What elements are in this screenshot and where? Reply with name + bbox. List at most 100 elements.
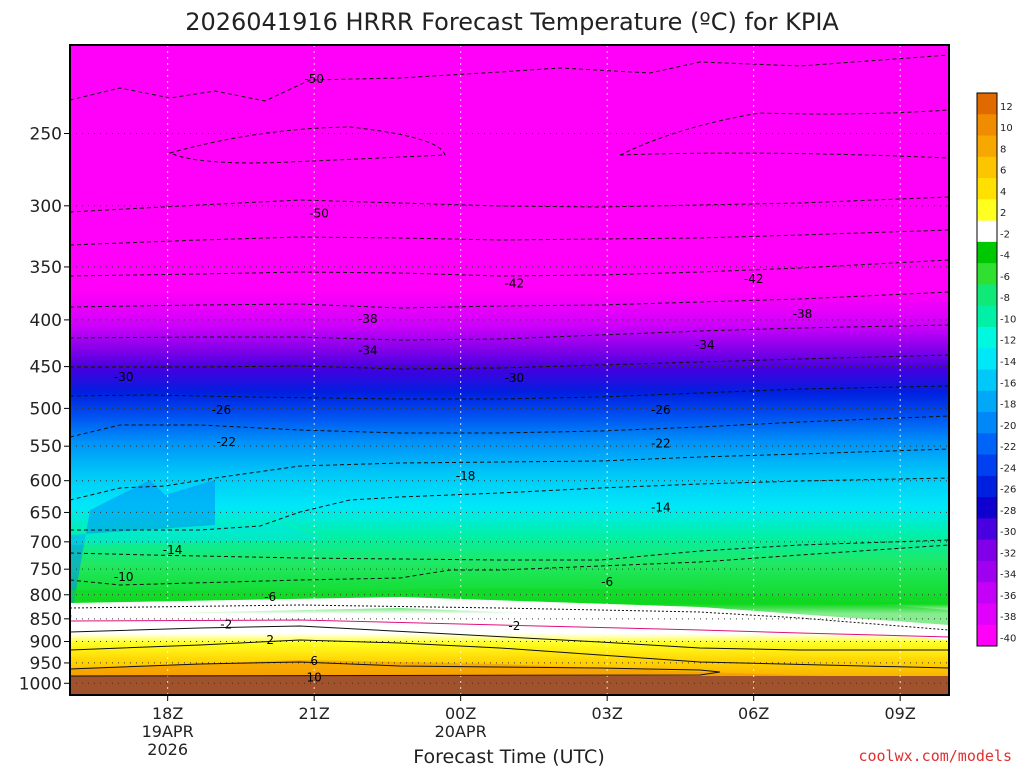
colorbar-label: -22 xyxy=(1000,442,1016,453)
colorbar-label: -32 xyxy=(1000,548,1016,559)
x-tick-label: 21Z xyxy=(299,704,330,723)
y-tick-label: 950 xyxy=(30,654,62,674)
contour-label: -26 xyxy=(651,403,671,417)
colorbar-swatch xyxy=(977,582,997,604)
x-tick-label: 2026 xyxy=(147,740,188,759)
contour-label: -38 xyxy=(358,312,378,326)
y-tick-label: 700 xyxy=(30,533,62,553)
time-grid xyxy=(167,45,901,695)
contour-label: -50 xyxy=(304,72,324,86)
y-tick-label: 900 xyxy=(30,632,62,652)
contour-label: -42 xyxy=(505,277,525,291)
colorbar-swatch xyxy=(977,454,997,477)
x-tick-label: 00Z xyxy=(445,704,476,723)
contour-label: -6 xyxy=(601,575,613,589)
colorbar-label: -34 xyxy=(1000,570,1016,581)
colorbar-label: -26 xyxy=(1000,485,1016,496)
y-tick-label: 850 xyxy=(30,610,62,630)
plot-area: -50-50-42 -42-38 -38-34 -34-30 -30-26 -26-22-… xyxy=(70,45,949,695)
contour-label: -22 xyxy=(216,435,236,449)
colorbar-label: 12 xyxy=(1000,102,1013,113)
colorbar-swatch xyxy=(977,624,997,647)
contour-label: 2 xyxy=(266,633,274,647)
colorbar-swatch xyxy=(977,199,997,222)
colorbar-swatch xyxy=(977,497,997,519)
colorbar-label: 6 xyxy=(1000,166,1006,177)
colorbar-swatch xyxy=(977,369,997,392)
colorbar-swatch xyxy=(977,305,997,328)
x-tick-label: 06Z xyxy=(738,704,769,723)
y-tick-label: 550 xyxy=(30,437,62,457)
contour-label: -38 xyxy=(793,307,813,321)
y-tick-label: 800 xyxy=(30,586,62,606)
colorbar-label: -20 xyxy=(1000,421,1016,432)
colorbar-label: -4 xyxy=(1000,251,1010,262)
contour-label: 6 xyxy=(310,654,318,668)
x-tick-label: 20APR xyxy=(435,722,487,741)
colorbar-swatch xyxy=(977,241,997,264)
colorbar-swatch xyxy=(977,560,997,583)
contour-label: -34 xyxy=(358,343,378,357)
colorbar-label: 2 xyxy=(1000,208,1006,219)
y-tick-label: 600 xyxy=(30,472,62,492)
colorbar-label: -6 xyxy=(1000,272,1010,283)
colorbar-swatch xyxy=(977,284,997,307)
colorbar-swatch xyxy=(977,433,997,456)
contour-label: -18 xyxy=(456,469,476,483)
colorbar-label: -28 xyxy=(1000,506,1016,517)
contour-label: -30 xyxy=(505,371,525,385)
isotherm-contours xyxy=(70,54,949,677)
contour-label: -2 xyxy=(508,619,520,633)
colorbar-label: -38 xyxy=(1000,612,1016,623)
y-axis-ticks: 2503003504004505005506006507007508008509… xyxy=(19,124,70,694)
y-tick-label: 1000 xyxy=(19,674,62,694)
colorbar: 12 10 8 6 4 2 -2 -4 -6 -8 -10 -12 -14 -16 -18 -20 -22 -24… xyxy=(976,92,1016,647)
y-tick-label: 250 xyxy=(30,124,62,144)
colorbar-label: -8 xyxy=(1000,293,1010,304)
colorbar-swatch xyxy=(977,539,997,562)
colorbar-swatch xyxy=(977,220,997,243)
contour-label: -14 xyxy=(163,543,183,557)
y-tick-label: 400 xyxy=(30,311,62,331)
x-tick-label: 03Z xyxy=(592,704,623,723)
lower-green-band xyxy=(70,588,949,628)
x-tick-label: 19APR xyxy=(142,722,194,741)
y-tick-label: 350 xyxy=(30,258,62,278)
colorbar-label: 8 xyxy=(1000,144,1006,155)
y-tick-label: 450 xyxy=(30,358,62,378)
colorbar-swatch xyxy=(977,412,997,434)
colorbar-frame xyxy=(976,92,998,647)
x-tick-label: 09Z xyxy=(885,704,916,723)
colorbar-swatch xyxy=(977,326,997,349)
contour-label: -2 xyxy=(220,617,232,631)
contour-labels: -50-50-42 -42-38 -38-34 -34-30 -30-26 -26-22-… xyxy=(114,72,813,684)
x-axis-label: Forecast Time (UTC) xyxy=(413,746,604,768)
contour-label: -34 xyxy=(695,338,715,352)
colorbar-swatch xyxy=(977,93,997,115)
cold-pocket-mid xyxy=(70,525,330,545)
colorbar-swatch xyxy=(977,178,997,200)
colorbar-swatch xyxy=(977,348,997,370)
cold-pocket-upper xyxy=(70,480,215,625)
colorbar-label: 10 xyxy=(1000,123,1013,134)
contour-label: -50 xyxy=(309,207,329,221)
x-tick-label: 18Z xyxy=(152,704,183,723)
contour-label: -42 xyxy=(744,272,764,286)
contour-label: -14 xyxy=(651,501,671,515)
colorbar-label: -18 xyxy=(1000,400,1016,411)
plot-frame xyxy=(69,44,950,696)
colorbar-label: -2 xyxy=(1000,229,1010,240)
contour-label: -6 xyxy=(264,590,276,604)
contour-label: -22 xyxy=(651,436,671,450)
ground-surface xyxy=(70,676,949,695)
colorbar-swatch xyxy=(977,475,997,498)
colorbar-label: 4 xyxy=(1000,187,1006,198)
colorbar-label: -14 xyxy=(1000,357,1016,368)
colorbar-swatch xyxy=(977,156,997,179)
colorbar-label: -10 xyxy=(1000,314,1016,325)
colorbar-swatch xyxy=(977,603,997,626)
colorbar-label: -12 xyxy=(1000,336,1016,347)
zero-degree-band xyxy=(70,597,949,640)
colorbar-label: -24 xyxy=(1000,463,1016,474)
